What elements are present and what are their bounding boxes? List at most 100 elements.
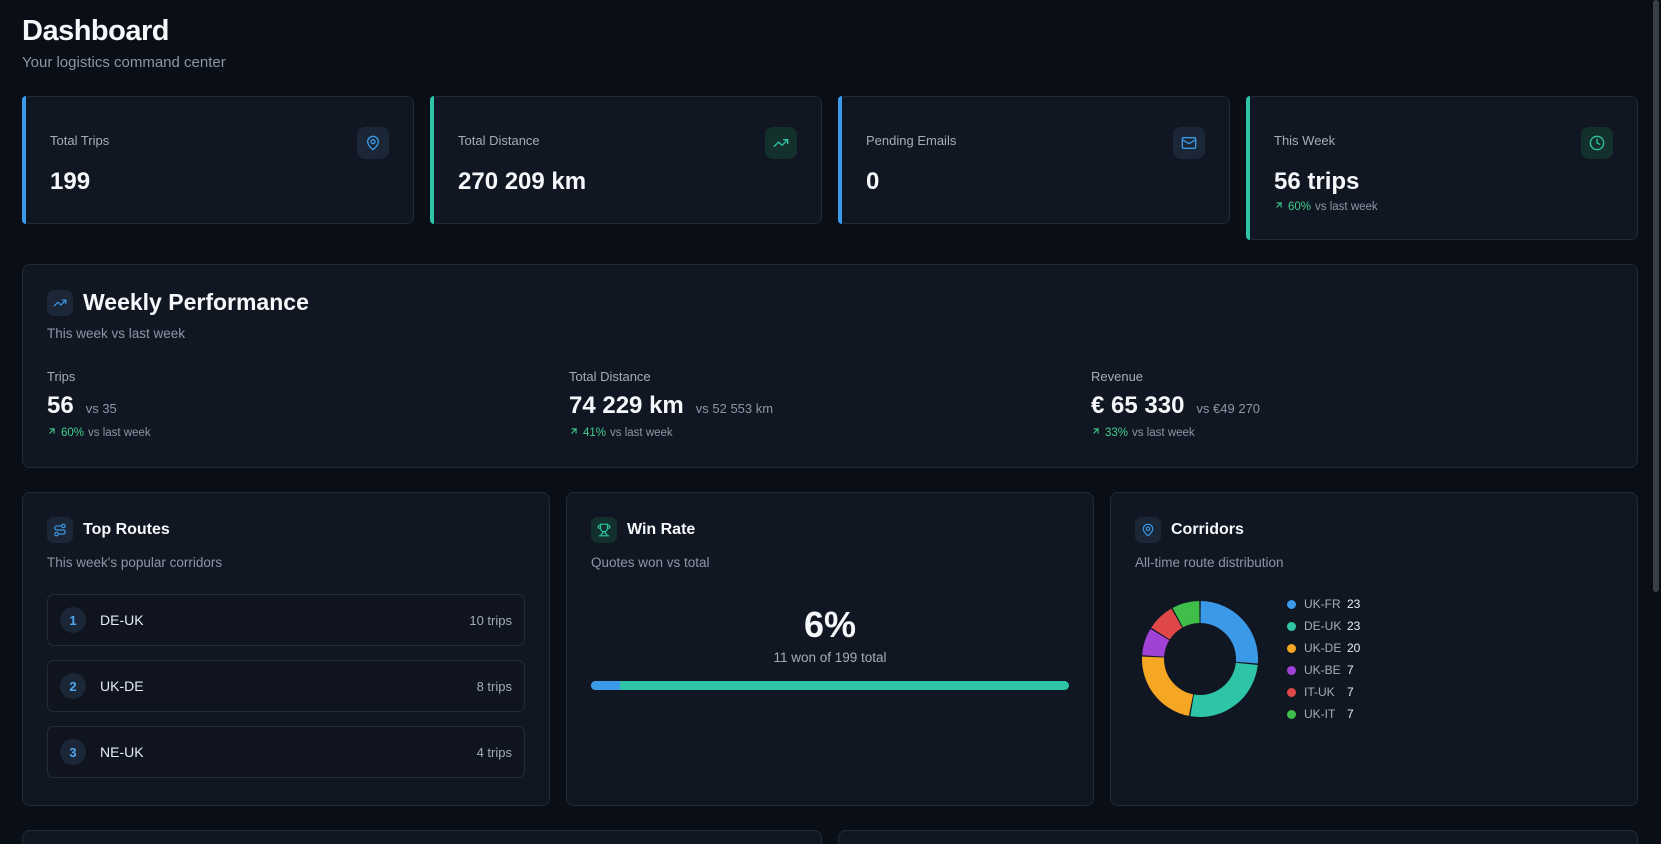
stat-label: Pending Emails: [866, 133, 957, 148]
metric-compare: vs €49 270: [1196, 401, 1261, 416]
page-header: Dashboard Your logistics command center: [22, 0, 1638, 96]
route-rank: 3: [60, 739, 86, 765]
route-item[interactable]: 2 UK-DE 8 trips: [47, 660, 525, 712]
legend-item: UK-DE 20: [1287, 640, 1360, 657]
stat-value: 199: [50, 168, 91, 195]
metric-label: Revenue: [1091, 369, 1144, 384]
trend-indicator: 60% vs last week: [47, 426, 569, 439]
legend-label: UK-BE: [1304, 663, 1341, 677]
card-subtitle: Quotes won vs total: [591, 555, 710, 570]
stats-row: Total Trips 199 Total Distance 270 209 k…: [22, 96, 1638, 240]
stat-value: 0: [866, 168, 880, 195]
trending-up-icon: [47, 289, 73, 316]
trophy-icon: [591, 517, 617, 543]
stat-label: Total Trips: [50, 133, 110, 148]
bottom-row: [22, 830, 1638, 844]
route-name: UK-DE: [100, 678, 144, 694]
legend-value: 7: [1347, 685, 1354, 699]
trend-indicator: 41% vs last week: [569, 426, 1091, 439]
trend-percent: 41%: [583, 426, 607, 439]
donut-slice-uk-be[interactable]: [1142, 628, 1170, 657]
donut-slice-de-uk[interactable]: [1190, 662, 1258, 717]
trend-percent: 33%: [1105, 426, 1129, 439]
stat-card-this-week[interactable]: This Week 56 trips 60% vs last week: [1246, 96, 1638, 240]
arrow-up-right-icon: [1274, 200, 1284, 213]
trend-text: vs last week: [1315, 200, 1378, 213]
legend-dot: [1287, 621, 1296, 631]
legend-dot: [1287, 665, 1296, 675]
stat-value: 56 trips: [1274, 168, 1360, 195]
weekly-title: Weekly Performance: [83, 289, 309, 315]
legend-label: IT-UK: [1304, 685, 1335, 699]
metric-compare: vs 35: [85, 401, 117, 416]
scrollbar-thumb[interactable]: [1653, 0, 1659, 592]
card-subtitle: This week's popular corridors: [47, 555, 223, 570]
trend-percent: 60%: [61, 426, 85, 439]
mail-icon: [1173, 127, 1205, 159]
donut-slice-it-uk[interactable]: [1151, 608, 1183, 640]
route-trips: 8 trips: [476, 678, 512, 694]
route-rank: 1: [60, 607, 86, 633]
stat-card-total-trips[interactable]: Total Trips 199: [22, 96, 414, 224]
metric-value: 56: [47, 392, 74, 419]
win-rate-progress-bar: [591, 681, 1069, 690]
top-routes-card: Top Routes This week's popular corridors…: [22, 492, 550, 806]
trend-text: vs last week: [88, 426, 151, 439]
legend-value: 23: [1347, 597, 1361, 611]
stat-label: Total Distance: [458, 133, 540, 148]
card-title: Top Routes: [83, 521, 170, 538]
card-subtitle: All-time route distribution: [1135, 555, 1284, 570]
stat-value: 270 209 km: [458, 168, 587, 195]
weekly-performance-panel: Weekly Performance This week vs last wee…: [22, 264, 1638, 468]
metric-value: 74 229 km: [569, 392, 684, 419]
win-rate-percent: 6%: [803, 604, 857, 645]
metric-total-distance: Total Distance 74 229 km vs 52 553 km 41…: [569, 369, 1091, 439]
route-name: DE-UK: [100, 612, 144, 628]
donut-slice-uk-de[interactable]: [1142, 656, 1194, 716]
legend-dot: [1287, 643, 1296, 653]
legend-label: UK-IT: [1304, 707, 1336, 721]
chart-legend: UK-FR 23 DE-UK 23 UK-DE 20 UK-BE 7 IT-UK 7 UK-IT 7: [1287, 596, 1360, 723]
legend-value: 7: [1347, 707, 1354, 721]
trending-up-icon: [765, 127, 797, 159]
donut-slice-uk-it[interactable]: [1172, 601, 1200, 628]
arrow-up-right-icon: [569, 426, 579, 439]
legend-label: DE-UK: [1304, 619, 1342, 633]
trend-percent: 60%: [1288, 200, 1312, 213]
bottom-panel-right: [838, 830, 1638, 844]
arrow-up-right-icon: [47, 426, 57, 439]
route-trips: 4 trips: [476, 744, 512, 760]
corridors-donut-chart: [1142, 601, 1258, 717]
card-title: Win Rate: [627, 521, 696, 538]
route-item[interactable]: 3 NE-UK 4 trips: [47, 726, 525, 778]
legend-label: UK-DE: [1304, 641, 1342, 655]
legend-label: UK-FR: [1304, 597, 1341, 611]
card-title: Corridors: [1171, 521, 1244, 538]
legend-item: UK-BE 7: [1287, 662, 1360, 679]
map-pin-icon: [357, 127, 389, 159]
corridors-card: Corridors All-time route distribution UK…: [1110, 492, 1638, 806]
trend-text: vs last week: [1132, 426, 1195, 439]
legend-item: DE-UK 23: [1287, 618, 1360, 635]
legend-value: 23: [1347, 619, 1361, 633]
arrow-up-right-icon: [1091, 426, 1101, 439]
legend-dot: [1287, 599, 1296, 609]
metric-trips: Trips 56 vs 35 60% vs last week: [47, 369, 569, 439]
legend-dot: [1287, 687, 1296, 697]
stat-card-pending-emails[interactable]: Pending Emails 0: [838, 96, 1230, 224]
page-scrollbar[interactable]: [1651, 0, 1661, 844]
bottom-panel-left: [22, 830, 822, 844]
donut-slice-uk-fr[interactable]: [1200, 601, 1258, 664]
legend-item: IT-UK 7: [1287, 684, 1360, 701]
legend-item: UK-IT 7: [1287, 706, 1360, 723]
page-subtitle: Your logistics command center: [22, 54, 226, 71]
legend-item: UK-FR 23: [1287, 596, 1360, 613]
stat-card-total-distance[interactable]: Total Distance 270 209 km: [430, 96, 822, 224]
route-item[interactable]: 1 DE-UK 10 trips: [47, 594, 525, 646]
win-rate-progress-fill: [591, 681, 620, 690]
route-name: NE-UK: [100, 744, 144, 760]
trend-indicator: 60% vs last week: [1274, 200, 1611, 213]
trend-text: vs last week: [610, 426, 673, 439]
legend-dot: [1287, 709, 1296, 719]
legend-value: 20: [1347, 641, 1361, 655]
